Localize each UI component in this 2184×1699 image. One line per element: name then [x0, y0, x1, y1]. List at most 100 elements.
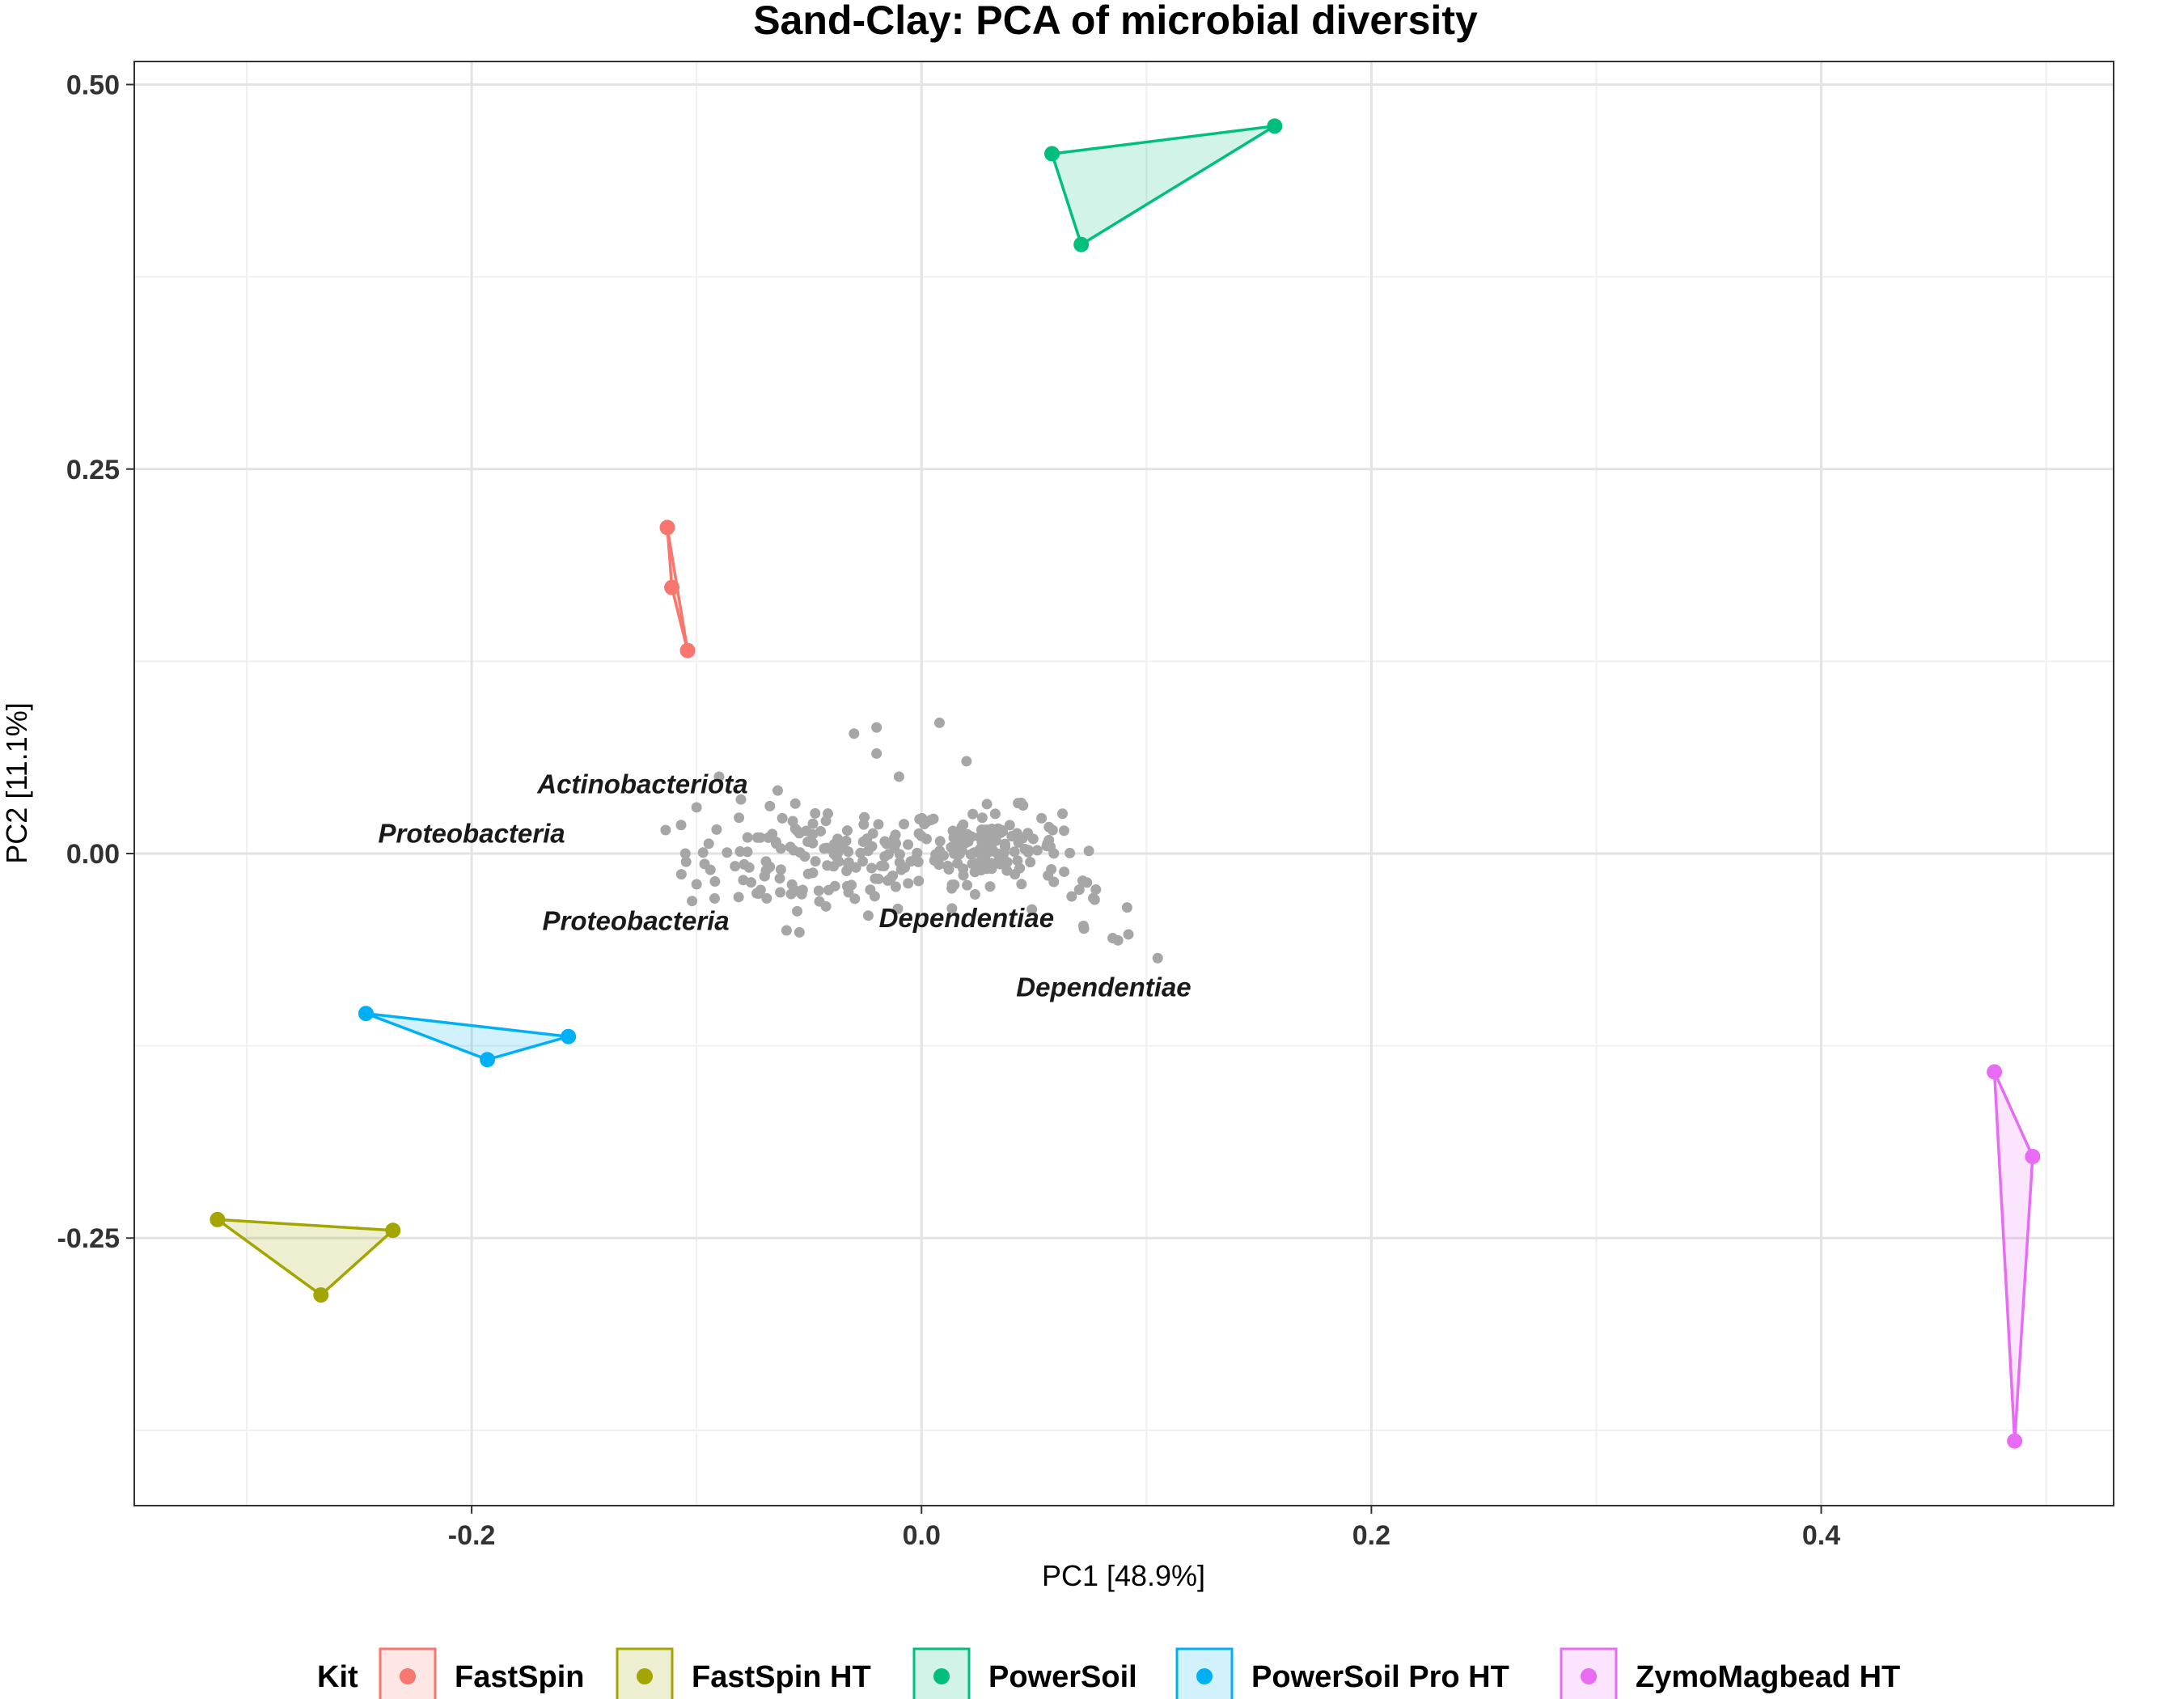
loading-point: [1019, 843, 1031, 854]
loading-point: [857, 856, 869, 867]
point-powersoil-pro-ht: [358, 1006, 374, 1022]
loading-point: [807, 867, 819, 879]
plot-background: [134, 61, 2114, 1506]
loading-point: [691, 879, 702, 890]
loading-point: [849, 893, 861, 905]
loading-point: [1025, 857, 1036, 868]
loading-point: [751, 832, 763, 843]
loading-point: [675, 820, 687, 831]
loading-point: [789, 798, 801, 809]
loading-point: [675, 869, 687, 880]
legend-label: FastSpin: [455, 1660, 584, 1694]
loading-point: [753, 888, 764, 900]
point-powersoil: [1073, 236, 1090, 252]
loading-point: [703, 838, 714, 850]
loading-point: [969, 866, 980, 878]
loading-point: [879, 836, 891, 847]
loading-point: [794, 926, 805, 938]
loading-point: [946, 903, 958, 914]
loading-point: [952, 858, 963, 869]
loading-point: [772, 785, 783, 796]
loading-point: [1083, 845, 1094, 857]
legend-item-fastspin-ht: FastSpin HT: [616, 1647, 871, 1699]
loading-point: [742, 832, 753, 843]
legend: Kit FastSpin FastSpin HT PowerSoil PowerSoil…: [317, 1647, 1900, 1699]
x-tick-label: 0.4: [1802, 1520, 1840, 1551]
loading-point: [1047, 824, 1058, 836]
loading-point: [999, 838, 1010, 850]
loading-point: [691, 802, 702, 813]
loading-point: [733, 892, 744, 903]
loading-point: [775, 864, 786, 875]
loading-point: [1009, 846, 1020, 858]
x-axis-title: PC1 [48.9%]: [1042, 1559, 1205, 1592]
loading-point: [984, 881, 996, 892]
loading-point: [958, 819, 969, 830]
loading-point: [828, 849, 840, 860]
loading-point: [1017, 833, 1028, 844]
loading-point: [894, 849, 905, 860]
point-zymomagbead-ht: [2025, 1148, 2041, 1164]
loading-point: [735, 794, 747, 805]
loading-point: [713, 771, 725, 782]
loading-point: [870, 873, 881, 884]
loading-point: [1073, 884, 1085, 896]
loading-point: [967, 858, 978, 870]
loading-point: [1123, 929, 1134, 940]
loading-point: [1036, 812, 1048, 824]
loading-point: [810, 856, 821, 867]
legend-label: FastSpin HT: [692, 1660, 871, 1694]
loading-point: [943, 864, 954, 875]
legend-key-dot: [933, 1668, 950, 1684]
loading-point: [1152, 952, 1163, 964]
loading-point: [801, 825, 812, 837]
x-tick-label: 0.2: [1352, 1520, 1390, 1551]
loading-point: [743, 862, 755, 873]
legend-item-powersoil: PowerSoil: [912, 1647, 1137, 1699]
chart-title: Sand-Clay: PCA of microbial diversity: [753, 0, 1478, 43]
legend-label: ZymoMagbead HT: [1636, 1660, 1900, 1694]
loading-point: [858, 819, 870, 830]
loading-point: [954, 849, 965, 860]
loading-point: [986, 824, 997, 835]
loading-point: [730, 861, 741, 872]
loading-point: [687, 896, 698, 907]
loading-point: [841, 825, 853, 837]
x-tick-label: 0.0: [903, 1520, 941, 1551]
loading-point: [969, 888, 980, 900]
hull-fastspin-ht: [216, 1218, 395, 1297]
loading-point: [709, 892, 720, 904]
loading-point: [913, 875, 925, 887]
loading-point: [878, 861, 890, 872]
loading-point: [990, 835, 1001, 846]
loading-point: [1066, 891, 1077, 902]
point-fastspin-ht: [313, 1287, 329, 1303]
loading-point: [949, 879, 960, 891]
loading-point: [1031, 845, 1043, 856]
loading-point: [843, 858, 854, 870]
loading-point: [968, 847, 980, 858]
loading-point: [792, 905, 803, 917]
loading-point: [867, 828, 878, 839]
loading-point: [865, 884, 876, 896]
loading-point: [1107, 933, 1119, 944]
y-tick-label: 0.00: [66, 839, 120, 870]
loading-point: [660, 824, 671, 836]
y-tick-label: -0.25: [57, 1223, 121, 1254]
point-fastspin: [664, 579, 680, 595]
legend-item-zymomagbead-ht: ZymoMagbead HT: [1560, 1647, 1900, 1699]
legend-title: Kit: [317, 1660, 358, 1694]
x-tick-label: -0.2: [448, 1520, 496, 1551]
loading-point: [760, 865, 772, 876]
loading-point: [823, 884, 834, 896]
loading-point: [892, 903, 904, 914]
loading-point: [761, 892, 772, 904]
loading-point: [1058, 825, 1069, 837]
loading-point: [1059, 866, 1070, 878]
taxon-label: Dependentiae: [879, 903, 1054, 933]
point-fastspin: [659, 519, 675, 536]
loading-point: [760, 856, 772, 867]
loading-point: [820, 816, 832, 827]
loading-point: [871, 748, 882, 759]
